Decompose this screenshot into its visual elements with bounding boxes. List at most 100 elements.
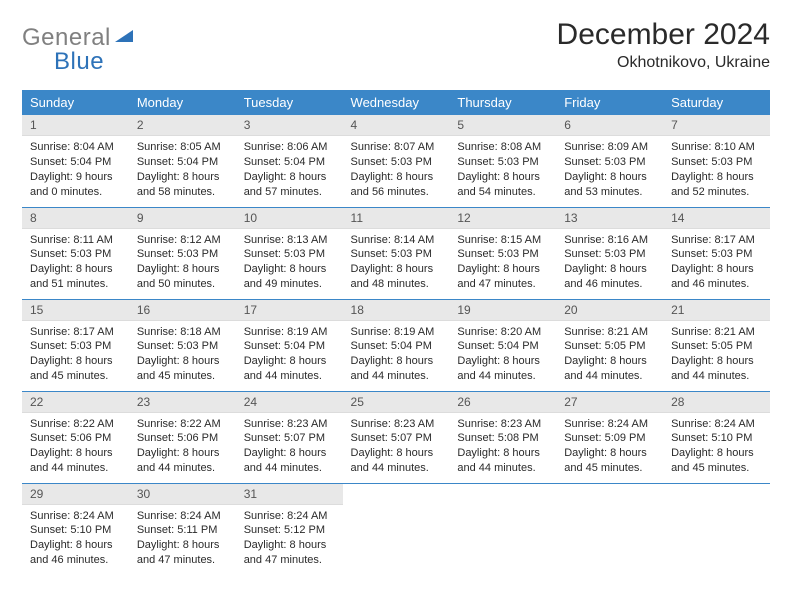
daylight-line: Daylight: 8 hours and 48 minutes. (351, 262, 442, 292)
day-number: 5 (449, 115, 556, 136)
day-number: 22 (22, 392, 129, 413)
calendar-cell: .. (556, 483, 663, 575)
day-body: Sunrise: 8:21 AMSunset: 5:05 PMDaylight:… (556, 321, 663, 390)
month-title: December 2024 (557, 18, 770, 52)
daylight-line: Daylight: 8 hours and 50 minutes. (137, 262, 228, 292)
sunset-line: Sunset: 5:04 PM (244, 155, 335, 170)
calendar-row: 29Sunrise: 8:24 AMSunset: 5:10 PMDayligh… (22, 483, 770, 575)
sunset-line: Sunset: 5:10 PM (671, 431, 762, 446)
daylight-line: Daylight: 8 hours and 46 minutes. (30, 538, 121, 568)
day-body: Sunrise: 8:21 AMSunset: 5:05 PMDaylight:… (663, 321, 770, 390)
sunrise-line: Sunrise: 8:17 AM (30, 325, 121, 340)
logo-accent-icon (115, 28, 133, 49)
weekday-header-row: Sunday Monday Tuesday Wednesday Thursday… (22, 90, 770, 115)
day-body: Sunrise: 8:19 AMSunset: 5:04 PMDaylight:… (343, 321, 450, 390)
calendar-cell: 16Sunrise: 8:18 AMSunset: 5:03 PMDayligh… (129, 299, 236, 391)
calendar-cell: 31Sunrise: 8:24 AMSunset: 5:12 PMDayligh… (236, 483, 343, 575)
sunset-line: Sunset: 5:09 PM (564, 431, 655, 446)
daylight-line: Daylight: 8 hours and 51 minutes. (30, 262, 121, 292)
day-number: 3 (236, 115, 343, 136)
sunrise-line: Sunrise: 8:24 AM (564, 417, 655, 432)
weekday-header: Tuesday (236, 90, 343, 115)
daylight-line: Daylight: 8 hours and 49 minutes. (244, 262, 335, 292)
day-number: 20 (556, 300, 663, 321)
calendar-cell: 6Sunrise: 8:09 AMSunset: 5:03 PMDaylight… (556, 115, 663, 207)
sunset-line: Sunset: 5:11 PM (137, 523, 228, 538)
daylight-line: Daylight: 8 hours and 56 minutes. (351, 170, 442, 200)
logo-text-blue: Blue (54, 48, 104, 75)
calendar-cell: 29Sunrise: 8:24 AMSunset: 5:10 PMDayligh… (22, 483, 129, 575)
calendar-cell: 30Sunrise: 8:24 AMSunset: 5:11 PMDayligh… (129, 483, 236, 575)
sunset-line: Sunset: 5:06 PM (137, 431, 228, 446)
day-body: Sunrise: 8:18 AMSunset: 5:03 PMDaylight:… (129, 321, 236, 390)
calendar-cell: 8Sunrise: 8:11 AMSunset: 5:03 PMDaylight… (22, 207, 129, 299)
day-number: 8 (22, 208, 129, 229)
daylight-line: Daylight: 8 hours and 57 minutes. (244, 170, 335, 200)
sunset-line: Sunset: 5:04 PM (30, 155, 121, 170)
sunset-line: Sunset: 5:08 PM (457, 431, 548, 446)
sunset-line: Sunset: 5:04 PM (351, 339, 442, 354)
daylight-line: Daylight: 9 hours and 0 minutes. (30, 170, 121, 200)
day-number: 7 (663, 115, 770, 136)
sunrise-line: Sunrise: 8:09 AM (564, 140, 655, 155)
day-number: 21 (663, 300, 770, 321)
title-block: December 2024 Okhotnikovo, Ukraine (557, 18, 770, 72)
sunrise-line: Sunrise: 8:16 AM (564, 233, 655, 248)
day-body: Sunrise: 8:22 AMSunset: 5:06 PMDaylight:… (129, 413, 236, 482)
sunrise-line: Sunrise: 8:07 AM (351, 140, 442, 155)
day-body: Sunrise: 8:24 AMSunset: 5:12 PMDaylight:… (236, 505, 343, 574)
calendar-cell: 19Sunrise: 8:20 AMSunset: 5:04 PMDayligh… (449, 299, 556, 391)
sunset-line: Sunset: 5:03 PM (671, 155, 762, 170)
sunset-line: Sunset: 5:03 PM (244, 247, 335, 262)
daylight-line: Daylight: 8 hours and 47 minutes. (457, 262, 548, 292)
calendar-cell: 10Sunrise: 8:13 AMSunset: 5:03 PMDayligh… (236, 207, 343, 299)
sunset-line: Sunset: 5:06 PM (30, 431, 121, 446)
sunrise-line: Sunrise: 8:18 AM (137, 325, 228, 340)
sunrise-line: Sunrise: 8:22 AM (30, 417, 121, 432)
day-number: 4 (343, 115, 450, 136)
location-text: Okhotnikovo, Ukraine (557, 54, 770, 72)
sunrise-line: Sunrise: 8:06 AM (244, 140, 335, 155)
daylight-line: Daylight: 8 hours and 45 minutes. (671, 446, 762, 476)
calendar-cell: .. (343, 483, 450, 575)
sunset-line: Sunset: 5:05 PM (564, 339, 655, 354)
sunset-line: Sunset: 5:03 PM (30, 339, 121, 354)
day-number: 25 (343, 392, 450, 413)
sunset-line: Sunset: 5:03 PM (30, 247, 121, 262)
calendar-cell: 15Sunrise: 8:17 AMSunset: 5:03 PMDayligh… (22, 299, 129, 391)
sunrise-line: Sunrise: 8:08 AM (457, 140, 548, 155)
calendar-cell: 24Sunrise: 8:23 AMSunset: 5:07 PMDayligh… (236, 391, 343, 483)
weekday-header: Wednesday (343, 90, 450, 115)
day-number: 29 (22, 484, 129, 505)
sunrise-line: Sunrise: 8:14 AM (351, 233, 442, 248)
day-body: Sunrise: 8:12 AMSunset: 5:03 PMDaylight:… (129, 229, 236, 298)
calendar-cell: 17Sunrise: 8:19 AMSunset: 5:04 PMDayligh… (236, 299, 343, 391)
day-number: 28 (663, 392, 770, 413)
day-number: 15 (22, 300, 129, 321)
calendar-cell: 28Sunrise: 8:24 AMSunset: 5:10 PMDayligh… (663, 391, 770, 483)
calendar-row: 8Sunrise: 8:11 AMSunset: 5:03 PMDaylight… (22, 207, 770, 299)
sunset-line: Sunset: 5:03 PM (137, 339, 228, 354)
day-body: Sunrise: 8:23 AMSunset: 5:07 PMDaylight:… (343, 413, 450, 482)
sunrise-line: Sunrise: 8:12 AM (137, 233, 228, 248)
calendar-cell: .. (663, 483, 770, 575)
day-number: 1 (22, 115, 129, 136)
calendar-cell: 18Sunrise: 8:19 AMSunset: 5:04 PMDayligh… (343, 299, 450, 391)
sunrise-line: Sunrise: 8:05 AM (137, 140, 228, 155)
calendar-cell: 25Sunrise: 8:23 AMSunset: 5:07 PMDayligh… (343, 391, 450, 483)
sunrise-line: Sunrise: 8:23 AM (457, 417, 548, 432)
calendar-cell: 1Sunrise: 8:04 AMSunset: 5:04 PMDaylight… (22, 115, 129, 207)
day-body: Sunrise: 8:09 AMSunset: 5:03 PMDaylight:… (556, 136, 663, 205)
sunrise-line: Sunrise: 8:21 AM (671, 325, 762, 340)
daylight-line: Daylight: 8 hours and 53 minutes. (564, 170, 655, 200)
day-number: 12 (449, 208, 556, 229)
calendar-cell: 4 Sunrise: 8:07 AMSunset: 5:03 PMDaylight… (343, 115, 450, 207)
day-number: 10 (236, 208, 343, 229)
day-number: 18 (343, 300, 450, 321)
calendar-cell: 27Sunrise: 8:24 AMSunset: 5:09 PMDayligh… (556, 391, 663, 483)
day-body: Sunrise: 8:14 AMSunset: 5:03 PMDaylight:… (343, 229, 450, 298)
day-body: Sunrise: 8:24 AMSunset: 5:09 PMDaylight:… (556, 413, 663, 482)
sunset-line: Sunset: 5:03 PM (351, 155, 442, 170)
day-body: Sunrise: 8:17 AMSunset: 5:03 PMDaylight:… (22, 321, 129, 390)
day-body: Sunrise: 8:20 AMSunset: 5:04 PMDaylight:… (449, 321, 556, 390)
